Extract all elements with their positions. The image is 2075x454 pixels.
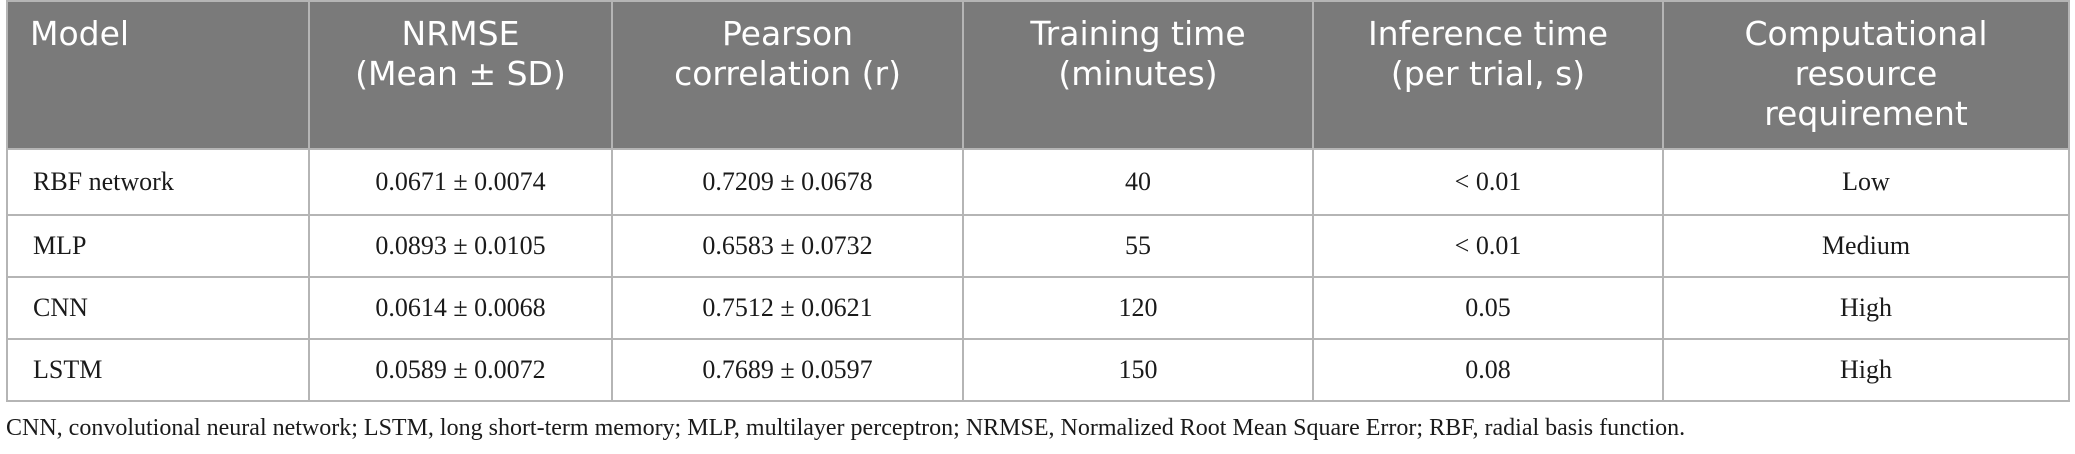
header-inference-time: Inference time (per trial, s) bbox=[1312, 0, 1664, 149]
header-model: Model bbox=[6, 0, 310, 149]
table-row: CNN 0.0614 ± 0.0068 0.7512 ± 0.0621 120 … bbox=[6, 276, 2070, 340]
model-comparison-table: Model NRMSE (Mean ± SD) Pearson correlat… bbox=[6, 0, 2070, 402]
cell-resource: High bbox=[1662, 338, 2070, 402]
table-row: RBF network 0.0671 ± 0.0074 0.7209 ± 0.0… bbox=[6, 148, 2070, 216]
header-training-time: Training time (minutes) bbox=[962, 0, 1314, 149]
cell-inference-time: 0.05 bbox=[1312, 276, 1664, 340]
cell-pearson: 0.6583 ± 0.0732 bbox=[611, 214, 964, 278]
cell-model: CNN bbox=[6, 276, 310, 340]
cell-training-time: 150 bbox=[962, 338, 1314, 402]
table-footnote: CNN, convolutional neural network; LSTM,… bbox=[6, 415, 1686, 441]
cell-inference-time: < 0.01 bbox=[1312, 214, 1664, 278]
cell-model: MLP bbox=[6, 214, 310, 278]
cell-nrmse: 0.0589 ± 0.0072 bbox=[308, 338, 613, 402]
cell-inference-time: 0.08 bbox=[1312, 338, 1664, 402]
table-row: MLP 0.0893 ± 0.0105 0.6583 ± 0.0732 55 <… bbox=[6, 214, 2070, 278]
header-resource-requirement: Computational resource requirement bbox=[1662, 0, 2070, 149]
results-table-container: Model NRMSE (Mean ± SD) Pearson correlat… bbox=[6, 0, 2070, 402]
cell-model: LSTM bbox=[6, 338, 310, 402]
cell-pearson: 0.7512 ± 0.0621 bbox=[611, 276, 964, 340]
cell-resource: High bbox=[1662, 276, 2070, 340]
cell-pearson: 0.7689 ± 0.0597 bbox=[611, 338, 964, 402]
table-row: LSTM 0.0589 ± 0.0072 0.7689 ± 0.0597 150… bbox=[6, 338, 2070, 402]
cell-nrmse: 0.0893 ± 0.0105 bbox=[308, 214, 613, 278]
cell-training-time: 120 bbox=[962, 276, 1314, 340]
cell-resource: Low bbox=[1662, 148, 2070, 216]
cell-nrmse: 0.0671 ± 0.0074 bbox=[308, 148, 613, 216]
cell-resource: Medium bbox=[1662, 214, 2070, 278]
cell-inference-time: < 0.01 bbox=[1312, 148, 1664, 216]
header-nrmse: NRMSE (Mean ± SD) bbox=[308, 0, 613, 149]
table-header-row: Model NRMSE (Mean ± SD) Pearson correlat… bbox=[6, 0, 2070, 149]
header-pearson: Pearson correlation (r) bbox=[611, 0, 964, 149]
cell-model: RBF network bbox=[6, 148, 310, 216]
cell-nrmse: 0.0614 ± 0.0068 bbox=[308, 276, 613, 340]
cell-training-time: 40 bbox=[962, 148, 1314, 216]
cell-training-time: 55 bbox=[962, 214, 1314, 278]
cell-pearson: 0.7209 ± 0.0678 bbox=[611, 148, 964, 216]
